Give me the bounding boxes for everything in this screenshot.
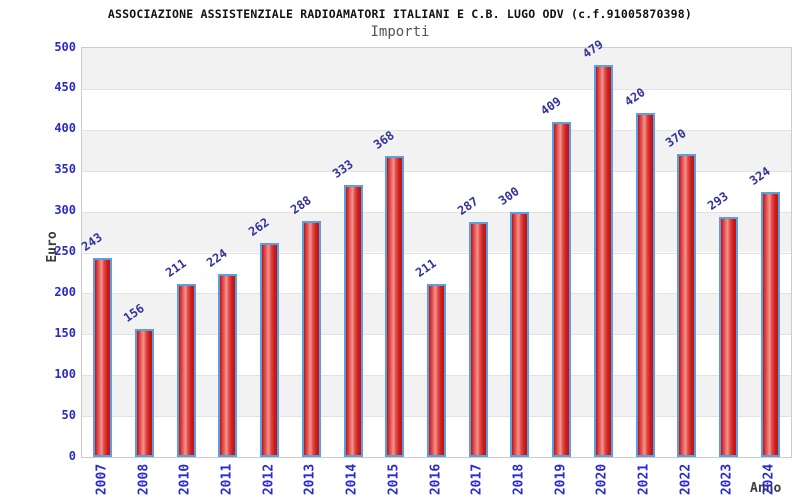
grid-band bbox=[82, 170, 791, 212]
y-tick-label: 350 bbox=[54, 162, 76, 177]
x-tick-label: 2017 bbox=[469, 463, 485, 496]
bar-2007 bbox=[93, 258, 113, 457]
x-tick-label: 2023 bbox=[719, 463, 735, 496]
x-tick-label: 2011 bbox=[219, 463, 235, 496]
x-axis-title: Anno bbox=[750, 481, 782, 496]
chart-subtitle: Importi bbox=[370, 24, 430, 40]
y-tick-label: 100 bbox=[54, 366, 76, 381]
y-tick-label: 0 bbox=[68, 448, 76, 463]
x-tick-label: 2015 bbox=[386, 463, 402, 496]
bar-2008 bbox=[135, 329, 155, 457]
bar-2012 bbox=[260, 242, 280, 457]
bar-2023 bbox=[718, 217, 738, 457]
x-tick-label: 2021 bbox=[636, 463, 652, 496]
y-tick-label: 250 bbox=[54, 244, 76, 258]
y-tick-label: 150 bbox=[54, 325, 76, 340]
y-tick-label: 200 bbox=[54, 284, 76, 299]
x-tick-label: 2020 bbox=[594, 463, 610, 496]
x-tick-label: 2010 bbox=[177, 463, 193, 496]
bar-2017 bbox=[468, 222, 488, 457]
x-tick-label: 2013 bbox=[302, 463, 318, 496]
bar-2010 bbox=[176, 284, 196, 457]
grid-band bbox=[82, 129, 791, 171]
x-tick-label: 2014 bbox=[344, 463, 360, 496]
bar-2013 bbox=[301, 221, 321, 457]
grid-band bbox=[82, 88, 791, 130]
bar-2020 bbox=[593, 65, 613, 457]
bar-2011 bbox=[218, 273, 238, 457]
bar-2015 bbox=[385, 155, 405, 457]
x-tick-label: 2012 bbox=[261, 463, 277, 496]
bar-2018 bbox=[510, 211, 530, 457]
x-tick-label: 2007 bbox=[94, 463, 110, 496]
x-tick-label: 2019 bbox=[553, 463, 569, 496]
grid-band bbox=[82, 48, 791, 89]
x-tick-label: 2022 bbox=[678, 463, 694, 496]
bar-2016 bbox=[427, 284, 446, 457]
x-tick-label: 2024 bbox=[761, 463, 777, 496]
bar-2014 bbox=[343, 184, 363, 457]
y-tick-label: 50 bbox=[61, 407, 76, 422]
y-tick-label: 500 bbox=[54, 39, 76, 54]
grid-band bbox=[82, 211, 791, 253]
x-tick-label: 2008 bbox=[136, 463, 152, 496]
chart-title: ASSOCIAZIONE ASSISTENZIALE RADIOAMATORI … bbox=[107, 7, 693, 21]
x-tick-label: 2016 bbox=[428, 463, 443, 496]
bar-2021 bbox=[635, 113, 655, 457]
y-tick-label: 450 bbox=[54, 80, 76, 95]
plot-area: 243 156 211 224 262 288 333 368 211 287 300 409 479 4… bbox=[79, 37, 792, 458]
y-tick-label: 300 bbox=[54, 203, 76, 218]
x-tick-label: 2018 bbox=[511, 463, 527, 496]
bar-2022 bbox=[677, 154, 697, 457]
y-tick-label: 400 bbox=[54, 121, 76, 136]
bar-2024 bbox=[760, 191, 780, 457]
bar-2019 bbox=[552, 122, 572, 457]
